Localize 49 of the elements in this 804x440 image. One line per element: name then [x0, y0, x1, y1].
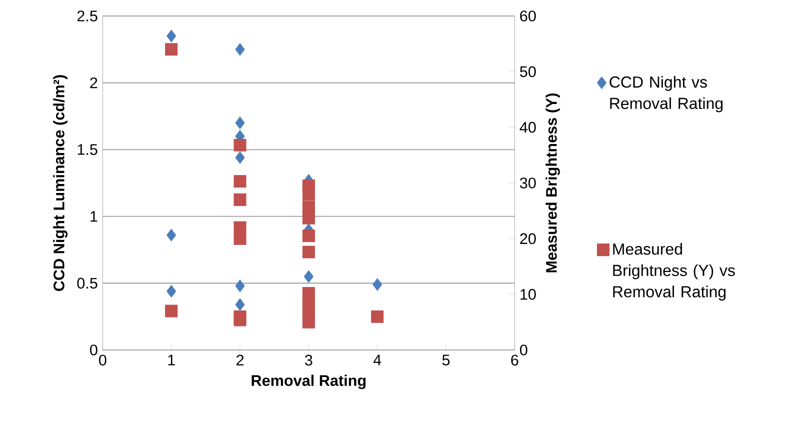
point: [165, 304, 178, 318]
x-axis-title: Removal Rating: [252, 374, 366, 390]
x-tick-label: 2: [236, 354, 244, 366]
point: [302, 246, 315, 258]
legend-label: Measured Brightness (Y) vs Removal Rating: [613, 243, 735, 301]
point: [371, 310, 384, 323]
y2-tick-label: 20: [520, 233, 536, 244]
point: [235, 151, 245, 164]
x-tick-label: 1: [168, 354, 175, 366]
point: [372, 278, 382, 291]
point: [234, 193, 246, 206]
point: [234, 138, 246, 152]
point: [302, 188, 315, 200]
y2-tick-label: 0: [520, 344, 528, 356]
legend-label: CCD Night vs Removal Rating: [610, 76, 723, 112]
x-tick-label: 6: [511, 354, 518, 366]
point: [235, 116, 245, 130]
point: [302, 316, 315, 328]
point: [234, 175, 246, 188]
point: [234, 232, 246, 245]
y2-tick-label: 30: [520, 178, 536, 188]
point: [304, 270, 314, 283]
y-tick-label: 2.5: [77, 10, 98, 22]
y-tick-label: 1: [90, 211, 98, 222]
y-axis-title: CCD Night Luminance (cd/m²): [53, 75, 68, 291]
x-tick-label: 0: [99, 354, 106, 366]
point: [234, 221, 246, 234]
y2-tick-label: 40: [520, 122, 536, 133]
y2-tick-label: 10: [520, 288, 536, 300]
point: [234, 314, 246, 326]
y-tick-label: 2: [90, 77, 98, 88]
y2-tick-label: 50: [520, 66, 536, 78]
y2-tick-label: 60: [520, 10, 536, 22]
point: [165, 43, 178, 56]
y-tick-label: 0.5: [77, 278, 98, 289]
point: [235, 43, 245, 56]
point: [235, 298, 245, 311]
point: [235, 280, 245, 292]
x-tick-label: 4: [373, 354, 382, 366]
point: [166, 228, 176, 242]
point: [166, 284, 176, 298]
y-tick-label: 0: [90, 344, 98, 356]
x-tick-label: 5: [442, 354, 450, 366]
point: [166, 30, 176, 42]
x-tick-label: 3: [304, 354, 312, 366]
y2-axis-title: Measured Brightness (Y): [546, 93, 560, 272]
y-tick-label: 1.5: [78, 144, 98, 155]
point: [302, 230, 315, 242]
point: [302, 212, 315, 224]
